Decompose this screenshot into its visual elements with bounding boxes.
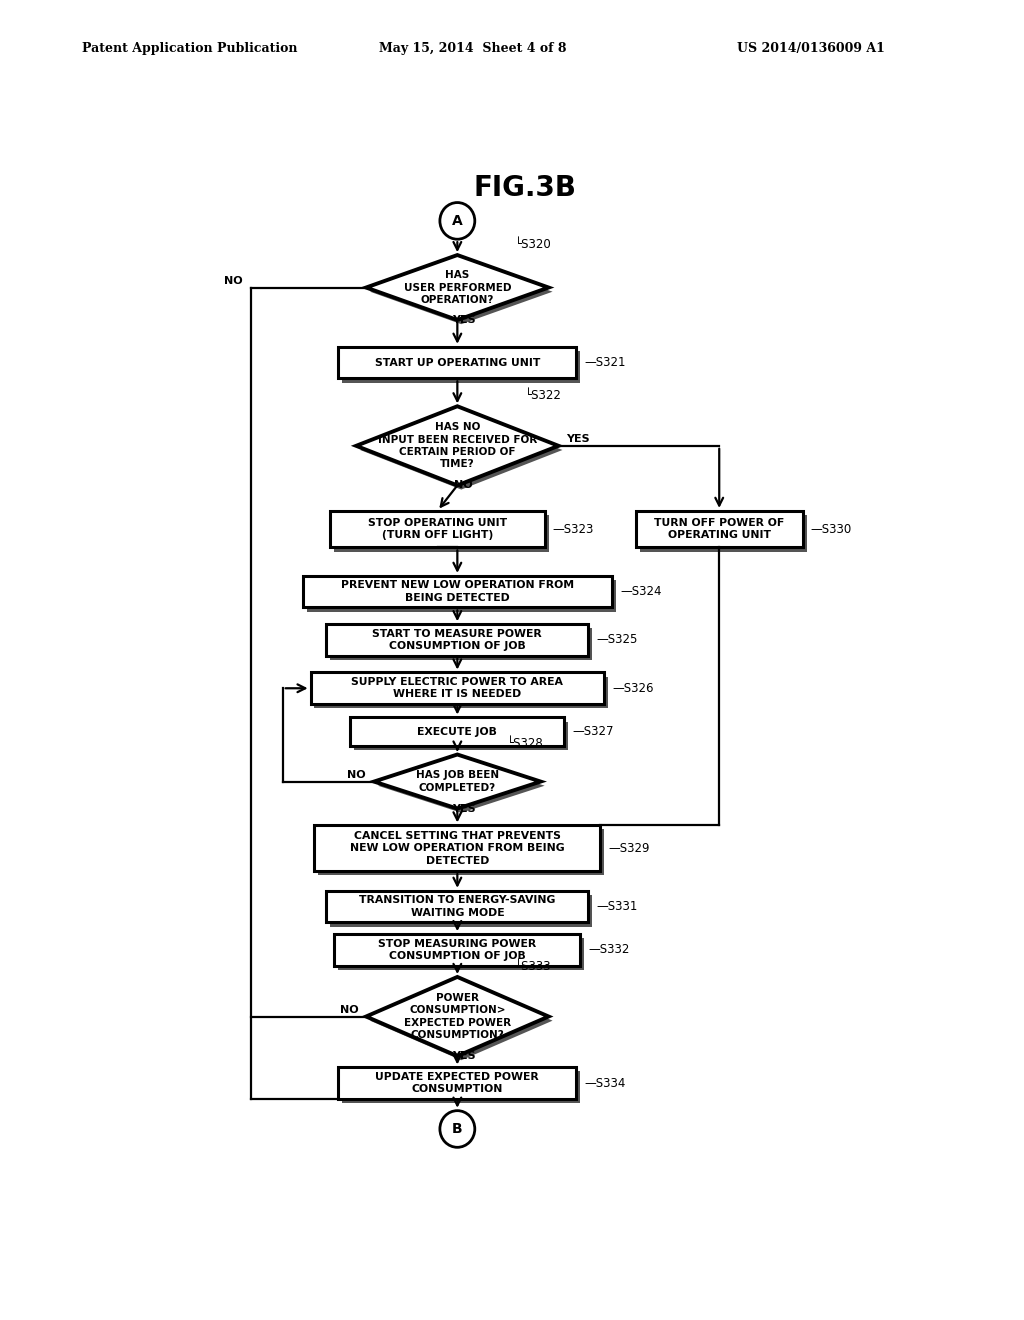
Text: START UP OPERATING UNIT: START UP OPERATING UNIT — [375, 358, 540, 367]
Bar — [334, 515, 549, 552]
Text: May 15, 2014  Sheet 4 of 8: May 15, 2014 Sheet 4 of 8 — [379, 42, 566, 55]
Bar — [327, 624, 588, 656]
Text: YES: YES — [566, 434, 590, 444]
Text: —S323: —S323 — [553, 523, 594, 536]
Bar — [314, 677, 608, 709]
Text: YES: YES — [452, 804, 475, 813]
Text: —S330: —S330 — [811, 523, 852, 536]
Text: NO: NO — [455, 480, 473, 491]
Bar — [310, 672, 604, 704]
Text: UPDATE EXPECTED POWER
CONSUMPTION: UPDATE EXPECTED POWER CONSUMPTION — [376, 1072, 540, 1094]
Text: A: A — [452, 214, 463, 228]
Bar — [318, 829, 604, 875]
Text: FIG.3B: FIG.3B — [473, 173, 577, 202]
Bar — [306, 579, 616, 611]
Bar — [338, 939, 585, 970]
Bar — [354, 722, 568, 750]
Text: —S321: —S321 — [585, 356, 626, 370]
Polygon shape — [367, 255, 549, 319]
Bar — [350, 718, 564, 746]
Text: —S324: —S324 — [620, 585, 662, 598]
Text: TRANSITION TO ENERGY-SAVING
WAITING MODE: TRANSITION TO ENERGY-SAVING WAITING MODE — [359, 895, 556, 917]
Text: └S333: └S333 — [515, 960, 552, 973]
Text: └S322: └S322 — [525, 389, 562, 403]
Circle shape — [440, 1110, 475, 1147]
Text: —S326: —S326 — [612, 681, 653, 694]
Bar — [342, 351, 581, 383]
Text: HAS NO
INPUT BEEN RECEIVED FOR
CERTAIN PERIOD OF
TIME?: HAS NO INPUT BEEN RECEIVED FOR CERTAIN P… — [378, 422, 537, 470]
Bar — [338, 347, 577, 379]
Text: B: B — [452, 1122, 463, 1137]
Bar — [314, 825, 600, 871]
Polygon shape — [360, 411, 562, 490]
Text: —S332: —S332 — [588, 944, 630, 957]
Text: SUPPLY ELECTRIC POWER TO AREA
WHERE IT IS NEEDED: SUPPLY ELECTRIC POWER TO AREA WHERE IT I… — [351, 677, 563, 700]
Bar — [338, 1068, 577, 1100]
Text: —S331: —S331 — [596, 900, 638, 913]
Bar — [331, 895, 592, 927]
Text: CANCEL SETTING THAT PREVENTS
NEW LOW OPERATION FROM BEING
DETECTED: CANCEL SETTING THAT PREVENTS NEW LOW OPE… — [350, 830, 564, 866]
Text: Patent Application Publication: Patent Application Publication — [82, 42, 297, 55]
Text: HAS
USER PERFORMED
OPERATION?: HAS USER PERFORMED OPERATION? — [403, 271, 511, 305]
Polygon shape — [378, 759, 545, 813]
Polygon shape — [367, 977, 549, 1056]
Text: —S325: —S325 — [596, 634, 638, 647]
Bar — [327, 891, 588, 923]
Text: START TO MEASURE POWER
CONSUMPTION OF JOB: START TO MEASURE POWER CONSUMPTION OF JO… — [373, 628, 543, 651]
Text: —S329: —S329 — [608, 842, 649, 855]
Bar — [640, 515, 807, 552]
Polygon shape — [356, 407, 558, 486]
Text: TURN OFF POWER OF
OPERATING UNIT: TURN OFF POWER OF OPERATING UNIT — [654, 517, 784, 540]
Text: POWER
CONSUMPTION>
EXPECTED POWER
CONSUMPTION?: POWER CONSUMPTION> EXPECTED POWER CONSUM… — [403, 993, 511, 1040]
Text: STOP MEASURING POWER
CONSUMPTION OF JOB: STOP MEASURING POWER CONSUMPTION OF JOB — [378, 939, 537, 961]
Text: NO: NO — [224, 276, 243, 286]
Bar — [303, 576, 612, 607]
Polygon shape — [370, 259, 553, 325]
Text: PREVENT NEW LOW OPERATION FROM
BEING DETECTED: PREVENT NEW LOW OPERATION FROM BEING DET… — [341, 581, 573, 603]
Bar — [334, 935, 581, 966]
Text: YES: YES — [452, 315, 475, 325]
Text: EXECUTE JOB: EXECUTE JOB — [418, 726, 498, 737]
Text: —S334: —S334 — [585, 1077, 626, 1089]
Bar — [331, 511, 545, 548]
Bar — [331, 628, 592, 660]
Text: YES: YES — [452, 1051, 475, 1061]
Polygon shape — [374, 755, 541, 809]
Text: NO: NO — [340, 1005, 358, 1015]
Text: US 2014/0136009 A1: US 2014/0136009 A1 — [737, 42, 885, 55]
Text: STOP OPERATING UNIT
(TURN OFF LIGHT): STOP OPERATING UNIT (TURN OFF LIGHT) — [368, 517, 507, 540]
Text: └S320: └S320 — [515, 238, 552, 251]
Polygon shape — [370, 981, 553, 1060]
Circle shape — [440, 202, 475, 239]
Text: └S328: └S328 — [507, 738, 544, 750]
Text: HAS JOB BEEN
COMPLETED?: HAS JOB BEEN COMPLETED? — [416, 771, 499, 793]
Bar — [342, 1072, 581, 1104]
Text: —S327: —S327 — [572, 725, 614, 738]
Text: NO: NO — [347, 770, 367, 780]
Bar — [636, 511, 803, 548]
